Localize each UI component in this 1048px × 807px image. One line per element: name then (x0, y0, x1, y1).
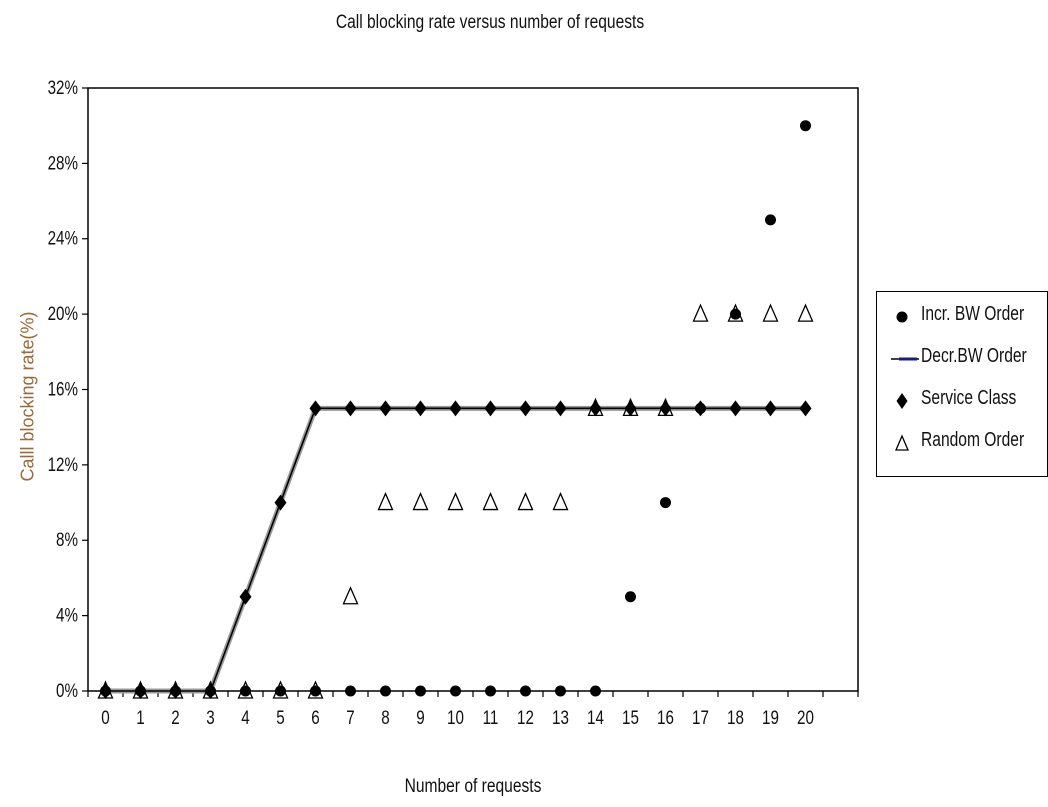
x-tick-label: 14 (587, 706, 604, 728)
data-point-incr-bw (240, 685, 251, 697)
plot-area (87, 87, 859, 692)
data-point-service-class (379, 400, 392, 417)
y-tick-label: 0% (56, 679, 78, 701)
data-point-incr-bw (415, 685, 426, 697)
data-point-incr-bw (275, 685, 286, 697)
y-tick-label: 16% (48, 378, 78, 400)
x-tick-label: 19 (762, 706, 779, 728)
x-tick-label: 8 (381, 706, 389, 728)
data-point-service-class (694, 400, 707, 417)
data-point-service-class (659, 400, 672, 417)
data-point-service-class (414, 400, 427, 417)
x-tick-label: 16 (657, 706, 674, 728)
x-tick-label: 10 (447, 706, 464, 728)
y-tick-label: 28% (48, 152, 78, 174)
data-point-incr-bw (660, 497, 671, 509)
data-point-service-class (624, 400, 637, 417)
data-point-random-order (412, 491, 429, 511)
x-axis-label: Number of requests (404, 776, 542, 797)
y-tick-label: 20% (48, 302, 78, 324)
data-point-incr-bw (450, 685, 461, 697)
x-tick-label: 18 (727, 706, 744, 728)
data-point-random-order (552, 491, 569, 511)
data-point-service-class (204, 683, 217, 699)
data-point-incr-bw (765, 214, 776, 226)
legend: Incr. BW Order Decr.BW Order Service Cla… (876, 291, 1048, 477)
data-point-incr-bw (520, 685, 531, 697)
x-tick-label: 3 (206, 706, 214, 728)
data-point-incr-bw (555, 685, 566, 697)
data-point-service-class (799, 400, 812, 417)
line-marker-icon (891, 357, 919, 361)
x-tick-label: 9 (416, 706, 424, 728)
y-tick-label: 8% (56, 529, 78, 551)
data-point-service-class (239, 588, 252, 605)
data-point-incr-bw (625, 591, 636, 603)
x-tick-label: 2 (171, 706, 179, 728)
x-tick-label: 13 (552, 706, 569, 728)
legend-label: Incr. BW Order (921, 303, 1025, 325)
data-point-service-class (449, 400, 462, 417)
y-tick-label: 12% (48, 453, 78, 475)
x-tick-label: 11 (483, 706, 499, 728)
data-point-service-class (589, 400, 602, 417)
legend-item-incr-bw-order: Incr. BW Order (877, 302, 1048, 332)
data-point-service-class (519, 400, 532, 417)
legend-item-service-class: Service Class (877, 386, 1048, 416)
circle-marker-icon (896, 311, 908, 323)
x-tick-label: 4 (241, 706, 250, 728)
data-point-incr-bw (345, 685, 356, 697)
triangle-marker-icon (895, 434, 909, 451)
data-point-service-class (309, 400, 322, 417)
x-tick-label: 1 (136, 706, 144, 728)
x-tick-label: 6 (311, 706, 319, 728)
y-tick-label: 32% (48, 76, 78, 98)
y-tick-label: 24% (48, 227, 78, 249)
legend-item-decr-bw-order: Decr.BW Order (877, 344, 1048, 374)
data-point-service-class (729, 400, 742, 417)
data-point-service-class (484, 400, 497, 417)
y-tick-label: 4% (56, 604, 78, 626)
data-point-incr-bw (310, 685, 321, 697)
legend-label: Service Class (921, 387, 1017, 409)
data-point-service-class (344, 400, 357, 417)
data-point-random-order (797, 303, 814, 322)
chart-title: Call blocking rate versus number of requ… (335, 12, 645, 33)
data-point-random-order (482, 491, 499, 511)
legend-item-random-order: Random Order (877, 428, 1048, 458)
diamond-marker-icon (896, 393, 908, 409)
data-point-random-order (692, 303, 709, 322)
data-point-incr-bw (800, 120, 811, 132)
data-point-service-class (554, 400, 567, 417)
data-point-incr-bw (730, 308, 741, 320)
data-point-service-class (764, 400, 777, 417)
data-point-incr-bw (485, 685, 496, 697)
data-point-service-class (274, 494, 287, 511)
y-axis-label: Calll blocking rate(%) (17, 311, 38, 482)
data-point-random-order (447, 491, 464, 511)
data-point-service-class (169, 683, 182, 699)
data-point-incr-bw (380, 685, 391, 697)
x-tick-label: 17 (692, 706, 709, 728)
legend-label: Random Order (921, 429, 1025, 451)
x-tick-label: 20 (797, 706, 814, 728)
data-point-service-class (99, 683, 112, 699)
data-point-random-order (377, 491, 394, 511)
data-point-incr-bw (590, 685, 601, 697)
x-tick-label: 12 (517, 706, 534, 728)
data-point-service-class (134, 683, 147, 699)
x-tick-label: 7 (346, 706, 354, 728)
legend-label: Decr.BW Order (921, 345, 1027, 367)
x-tick-label: 15 (622, 706, 639, 728)
data-point-random-order (342, 586, 359, 605)
x-tick-label: 5 (276, 706, 284, 728)
data-point-random-order (762, 303, 779, 322)
x-tick-label: 0 (101, 706, 109, 728)
data-point-random-order (517, 491, 534, 511)
